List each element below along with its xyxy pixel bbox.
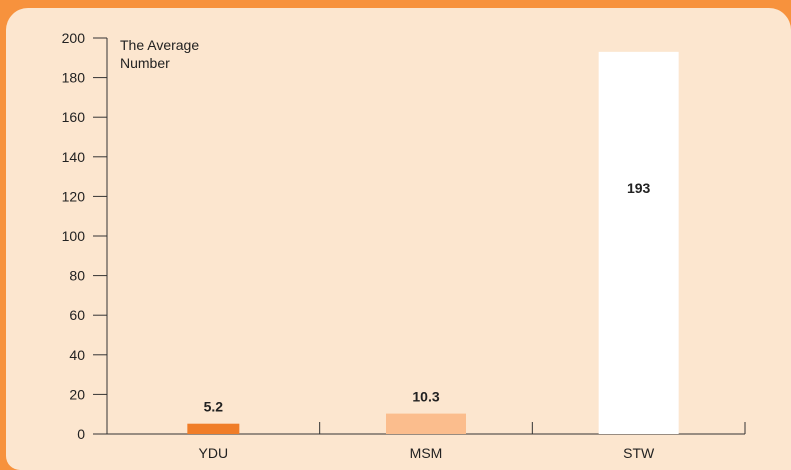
- bar-value-label: 10.3: [412, 389, 439, 405]
- y-axis-label-line-2: Number: [120, 55, 170, 71]
- y-tick-label: 100: [62, 228, 86, 244]
- y-tick-label: 120: [62, 188, 86, 204]
- y-tick-label: 0: [77, 426, 85, 442]
- y-axis: 0 20 40 60 80 100 120 140 160 180 200: [62, 30, 108, 442]
- bar-value-label: 5.2: [204, 399, 224, 415]
- bar: [598, 51, 679, 435]
- x-tick-label: YDU: [199, 445, 229, 461]
- y-axis-label-line-1: The Average: [120, 37, 199, 53]
- y-tick-label: 80: [69, 268, 85, 284]
- y-tick-label: 180: [62, 70, 86, 86]
- bar-value-label: 193: [627, 180, 651, 196]
- x-tick-label: STW: [623, 445, 655, 461]
- y-tick-label: 60: [69, 307, 85, 323]
- y-tick-label: 20: [69, 386, 85, 402]
- bars: 5.2 YDU 10.3 MSM 193 STW: [187, 51, 679, 461]
- y-tick-label: 140: [62, 149, 86, 165]
- y-tick-label: 40: [69, 347, 85, 363]
- y-tick-label: 200: [62, 30, 86, 46]
- bar: [386, 413, 466, 434]
- bar: [187, 423, 240, 434]
- x-tick-label: MSM: [410, 445, 443, 461]
- y-tick-label: 160: [62, 109, 86, 125]
